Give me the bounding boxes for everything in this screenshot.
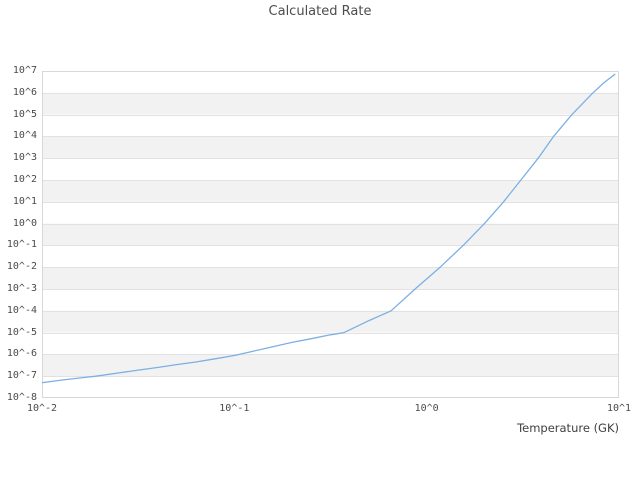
decade-band bbox=[42, 223, 619, 246]
rate-curve bbox=[42, 73, 616, 384]
x-axis-title: Temperature (GK) bbox=[517, 421, 619, 435]
decade-band bbox=[42, 180, 619, 202]
y-tick-label: 10^-6 bbox=[6, 348, 37, 360]
y-tick-label: 10^0 bbox=[12, 217, 37, 229]
y-tick-label: 10^5 bbox=[12, 108, 37, 120]
y-tick-label: 10^6 bbox=[12, 86, 37, 98]
x-tick-label: 10^-2 bbox=[26, 403, 58, 414]
y-tick-label: 10^7 bbox=[12, 65, 37, 76]
y-tick-label: 10^3 bbox=[12, 152, 37, 164]
chart-title: Calculated Rate bbox=[268, 4, 372, 19]
decade-band bbox=[42, 136, 619, 159]
plot-border bbox=[42, 71, 619, 398]
y-tick-label: 10^-3 bbox=[6, 283, 37, 294]
decade-band bbox=[42, 354, 619, 377]
y-tick-label: 10^-2 bbox=[6, 261, 37, 273]
y-tick-label: 10^1 bbox=[12, 195, 37, 207]
y-tick-label: 10^-5 bbox=[6, 326, 37, 338]
decade-band bbox=[42, 310, 619, 333]
x-tick-label: 10^1 bbox=[606, 403, 632, 414]
x-tick-label: 10^0 bbox=[414, 403, 439, 414]
plot-area bbox=[42, 71, 619, 398]
y-tick-label: 10^-8 bbox=[6, 392, 37, 403]
y-axis-tick-labels: 10^7 10^6 10^5 10^4 10^3 10^2 10^1 10^0 10^-1 10^… bbox=[0, 0, 37, 480]
y-tick-label: 10^-1 bbox=[6, 239, 37, 251]
decade-band bbox=[42, 92, 619, 115]
y-tick-label: 10^-7 bbox=[6, 370, 37, 382]
y-tick-label: 10^-4 bbox=[6, 304, 37, 316]
y-tick-label: 10^4 bbox=[12, 130, 37, 142]
y-tick-label: 10^2 bbox=[12, 174, 37, 185]
x-tick-label: 10^-1 bbox=[219, 403, 250, 414]
decade-band bbox=[42, 267, 619, 289]
